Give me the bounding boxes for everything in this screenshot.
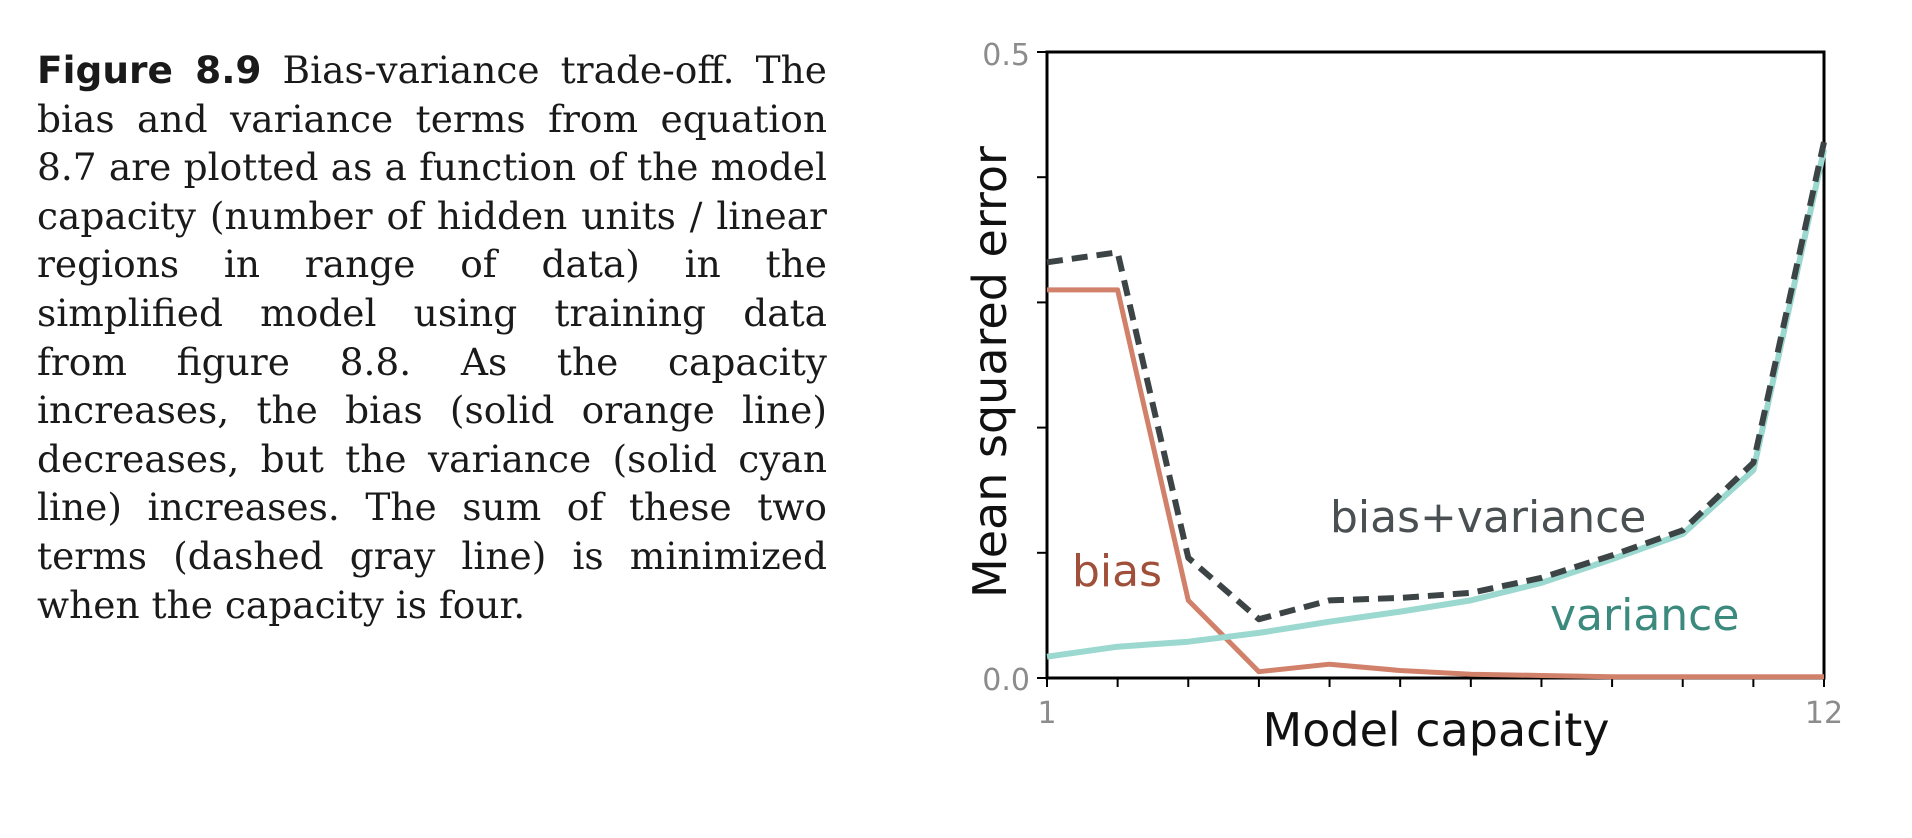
- axes: [1037, 50, 1826, 687]
- series-line-variance: [1046, 149, 1827, 660]
- x-tick-label-right: 12: [1805, 696, 1843, 731]
- y-tick-label-top: 0.5: [982, 38, 1030, 73]
- figure-caption: Figure 8.9 Bias-variance trade-off. The …: [37, 46, 827, 629]
- plot-frame: [1045, 50, 1826, 680]
- x-axis-label: Model capacity: [1263, 703, 1610, 757]
- labels: 0.0 0.5 1 12 Model capacity Mean squared…: [963, 38, 1843, 757]
- series-lines: [1046, 141, 1827, 680]
- sum-series-label: bias+variance: [1330, 492, 1646, 543]
- x-tick-label-left: 1: [1037, 696, 1056, 731]
- caption-text: Bias-variance trade-off. The bias and va…: [37, 48, 827, 627]
- y-tick-label-bottom: 0.0: [982, 663, 1030, 698]
- series-line-bias: [1047, 287, 1824, 680]
- series-line-bias-plus-variance: [1046, 141, 1827, 623]
- figure-label: Figure 8.9: [37, 48, 262, 92]
- variance-series-label: variance: [1550, 590, 1739, 641]
- bias-series-label: bias: [1072, 546, 1162, 597]
- y-axis-label: Mean squared error: [963, 146, 1017, 598]
